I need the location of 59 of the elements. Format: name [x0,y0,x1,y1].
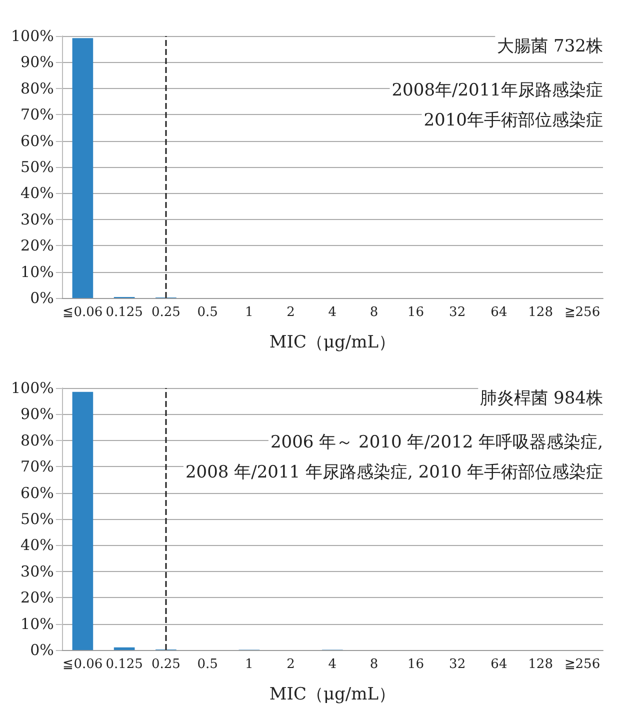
y-tick-label: 90% [20,405,54,424]
x-tick-label: 16 [407,305,424,320]
annotation: 2006 年～ 2010 年/2012 年呼吸器感染症, [270,432,604,452]
x-tick-label: 0.125 [106,305,143,320]
x-axis-title: MIC（μg/mL） [269,684,396,704]
y-tick-label: 20% [20,236,54,255]
x-tick-label: 8 [370,657,378,672]
y-tick-label: 20% [20,588,54,607]
annotation: 大腸菌 732株 [497,36,604,56]
bar [72,38,94,298]
y-tick-label: 0% [30,289,54,307]
y-tick-label: 50% [20,510,54,528]
x-tick-label: 128 [528,657,553,672]
y-tick-label: 40% [20,536,54,554]
annotation: 2008 年/2011 年尿路感染症, 2010 年手術部位感染症 [185,462,604,482]
y-tick-label: 60% [20,484,54,502]
bar [114,647,135,650]
x-tick-label: 16 [407,657,424,672]
y-tick-label: 30% [20,562,54,580]
x-axis-title: MIC（μg/mL） [269,332,396,352]
x-tick-label: 2 [286,657,295,672]
x-tick-label: 8 [370,305,378,320]
x-tick-label: 32 [449,305,466,320]
y-tick-label: 90% [20,53,54,72]
annotation: 肺炎桿菌 984株 [480,388,604,408]
y-tick-label: 70% [20,458,54,476]
x-tick-label: 0.5 [197,305,218,320]
y-tick-label: 10% [20,614,54,633]
y-tick-label: 40% [20,184,54,202]
annotation: 2010年手術部位感染症 [424,110,603,130]
x-tick-label: 1 [245,657,254,672]
x-tick-label: 4 [328,305,337,320]
x-tick-label: ≧256 [564,305,600,320]
x-tick-label: 0.25 [151,657,180,672]
x-tick-label: 1 [245,305,254,320]
x-tick-label: ≧256 [564,657,600,672]
y-tick-label: 50% [20,158,54,176]
x-tick-label: 64 [490,305,508,320]
x-tick-label: 0.5 [197,657,218,672]
annotation: 2008年/2011年尿路感染症 [392,80,604,100]
y-tick-label: 100% [10,27,54,45]
x-tick-label: 64 [490,657,508,672]
y-tick-label: 80% [20,79,54,98]
x-tick-label: 0.125 [106,657,143,672]
x-tick-label: ≦0.06 [62,657,103,672]
x-tick-label: 32 [449,657,466,672]
bar [72,392,94,650]
y-tick-label: 70% [20,106,54,124]
y-tick-label: 10% [20,262,54,281]
x-tick-label: 4 [328,657,337,672]
y-tick-label: 100% [10,379,54,397]
y-tick-label: 0% [30,641,54,659]
x-tick-label: ≦0.06 [62,305,103,320]
x-tick-label: 128 [528,305,553,320]
x-tick-label: 2 [286,305,295,320]
y-tick-label: 30% [20,210,54,228]
x-tick-label: 0.25 [151,305,180,320]
y-tick-label: 60% [20,132,54,150]
y-tick-label: 80% [20,431,54,450]
